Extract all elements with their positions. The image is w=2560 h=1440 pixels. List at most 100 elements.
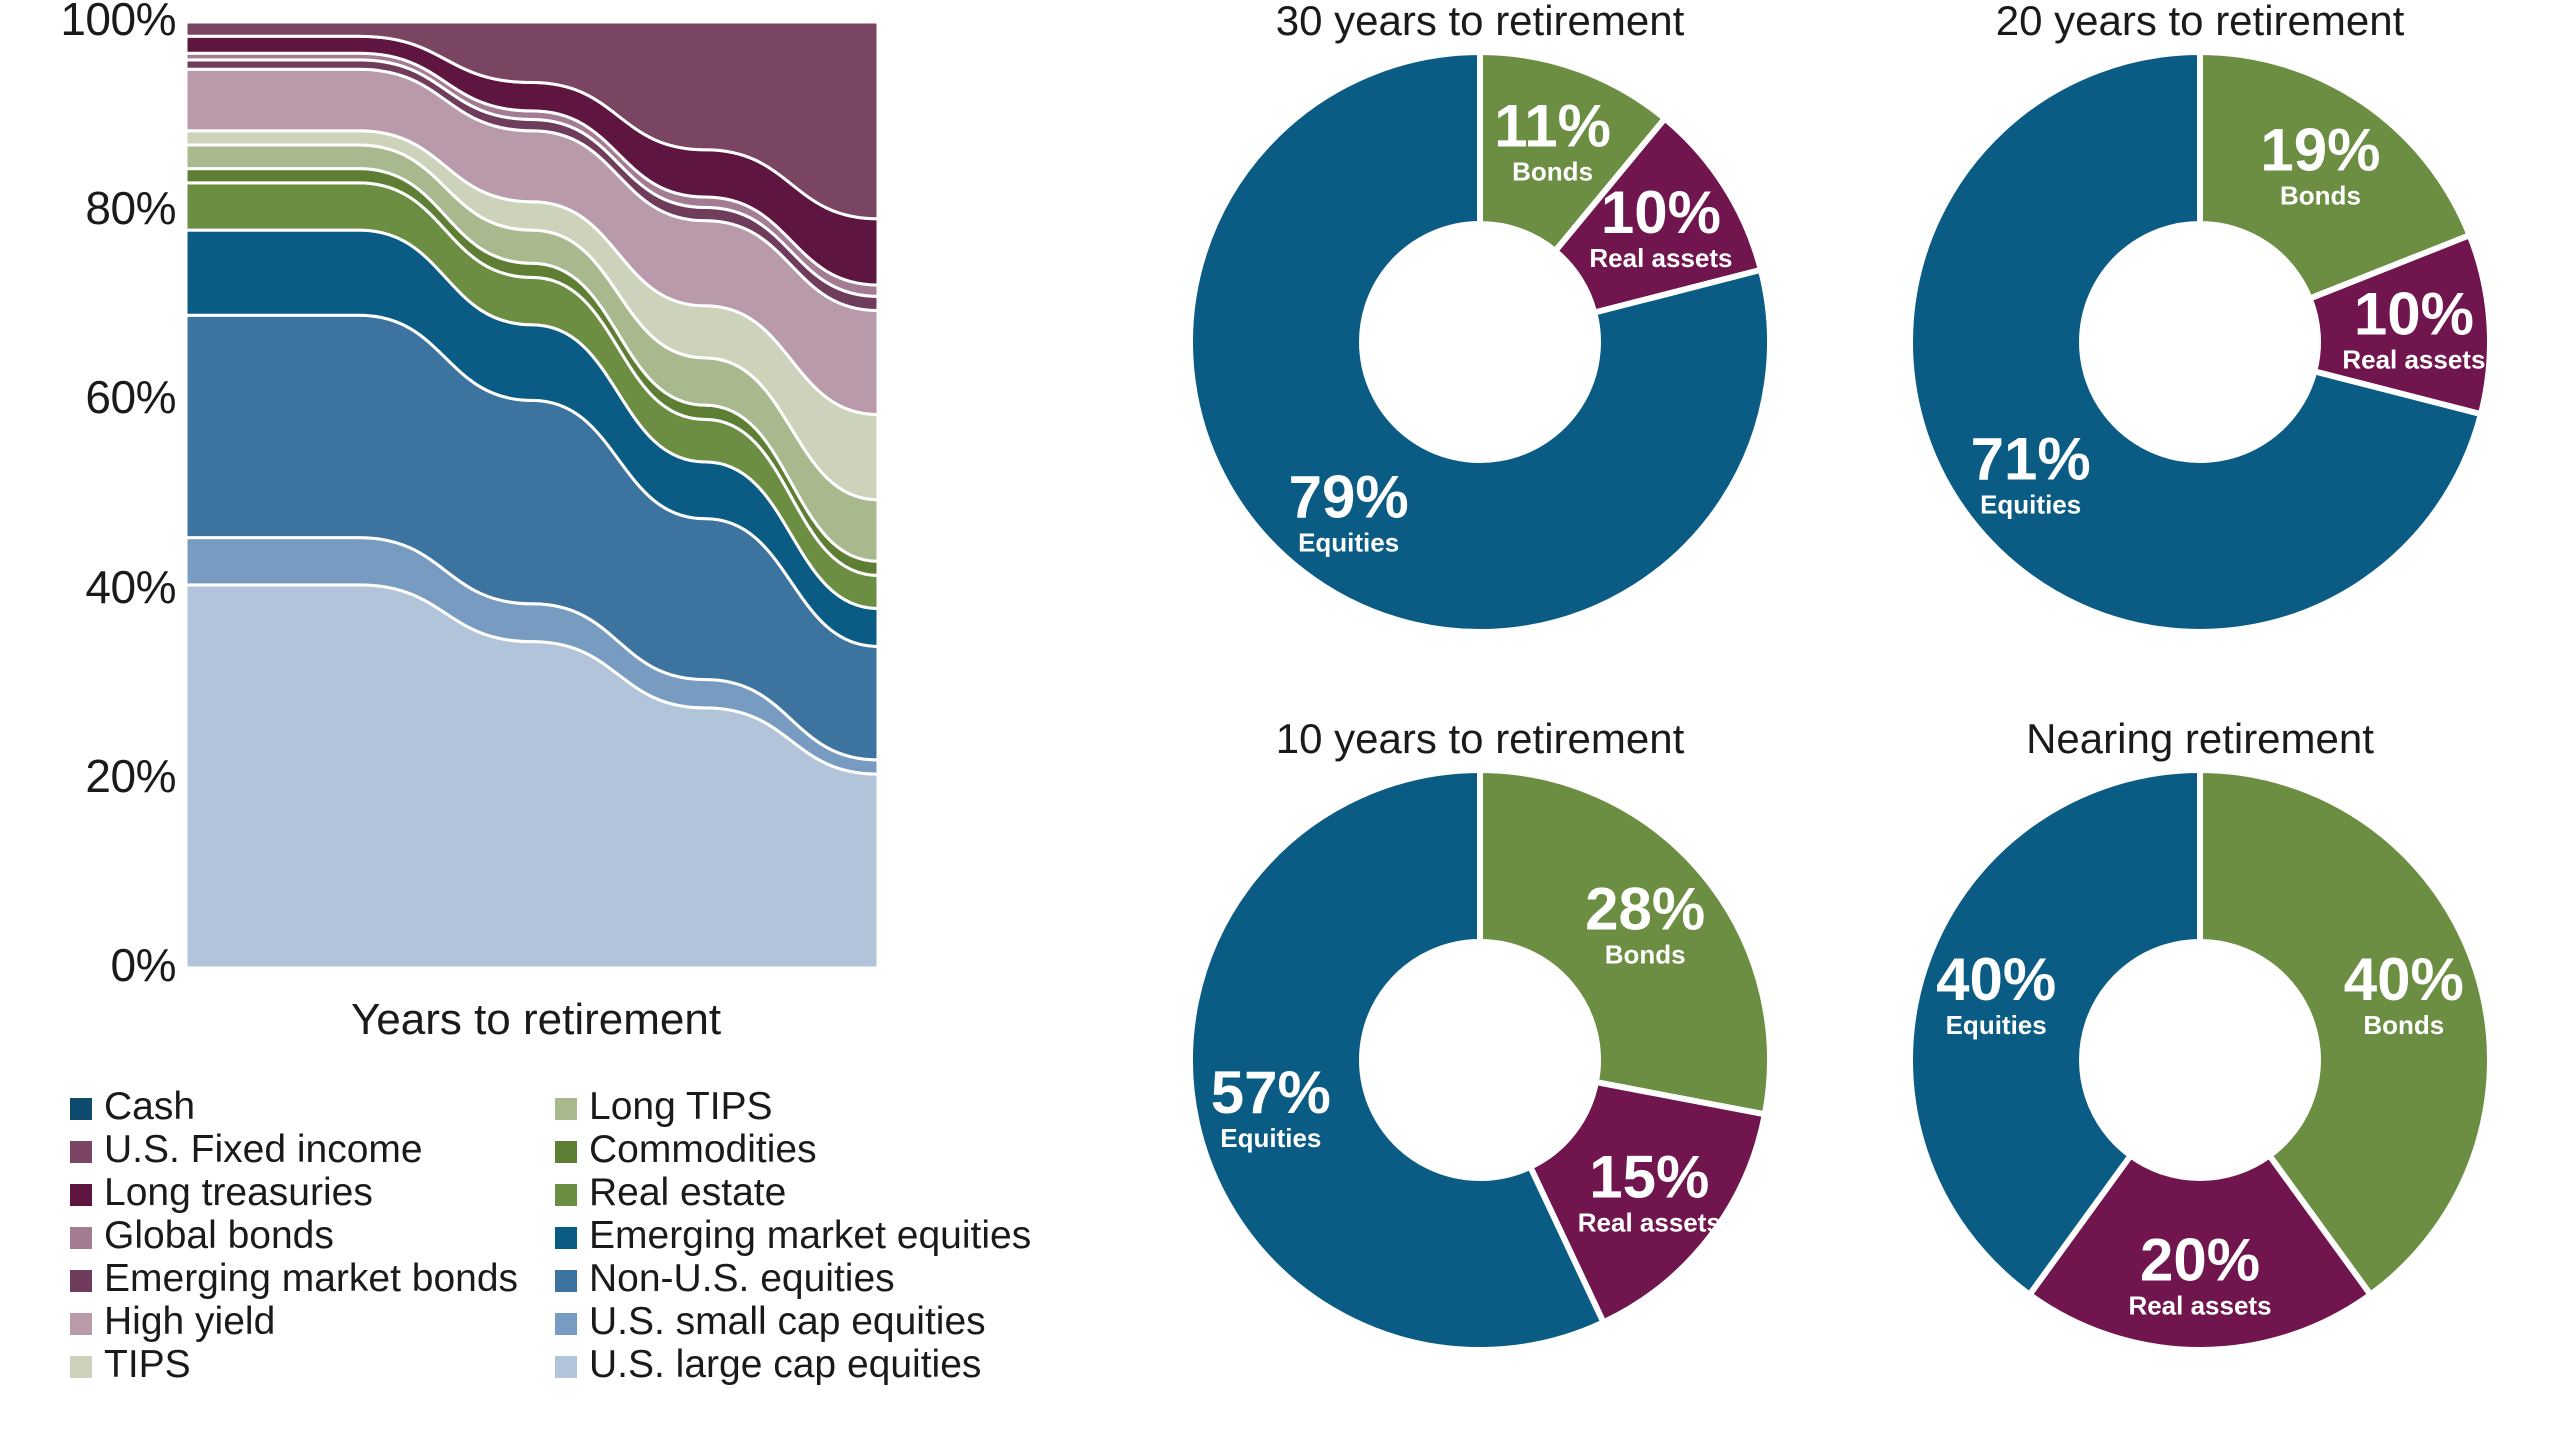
legend-item[interactable]: U.S. Fixed income <box>70 1128 555 1171</box>
donut-slice-label: Bonds <box>2280 181 2361 211</box>
donut-slice-percentage: 57% <box>1211 1059 1331 1126</box>
donut-card-20-years: 20 years to retirement 19% Bonds 10% Real a… <box>1840 0 2560 720</box>
y-axis-tick-label: 80% <box>85 182 176 235</box>
legend-item[interactable]: Emerging market equities <box>555 1214 1075 1257</box>
legend-column-left: Cash U.S. Fixed income Long treasuries Glob… <box>70 1085 555 1386</box>
square-swatch-icon <box>555 1355 577 1378</box>
legend-item-label: High yield <box>104 1300 276 1343</box>
donut-chart: 19%Bonds 10%Real assets 71%Equities <box>1907 48 2493 635</box>
square-swatch-icon <box>555 1097 577 1120</box>
donut-title: 10 years to retirement <box>1275 715 1685 762</box>
donut-slice-label: Equities <box>1980 489 2081 519</box>
donut-card-30-years: 30 years to retirement 11% Bonds 10% Real a… <box>1120 0 1840 720</box>
legend-item[interactable]: Global bonds <box>70 1214 555 1257</box>
donut-slice-percentage: 71% <box>1971 425 2091 492</box>
legend-item[interactable]: Cash <box>70 1085 555 1128</box>
square-swatch-icon <box>70 1269 92 1292</box>
donut-card-10-years: 10 years to retirement 28% Bonds 15% Real a… <box>1120 718 1840 1438</box>
donut-slice-percentage: 10% <box>1601 179 1721 246</box>
donut-title: 30 years to retirement <box>1275 0 1685 44</box>
legend-item-label: Real estate <box>589 1171 787 1214</box>
square-swatch-icon <box>555 1269 577 1292</box>
legend-item-label: TIPS <box>104 1343 191 1386</box>
y-axis-tick-label: 100% <box>60 0 176 45</box>
donut-slice-label: Real assets <box>1589 243 1732 273</box>
donut-slice[interactable] <box>2197 48 2474 303</box>
donut-slice[interactable] <box>1907 48 2485 635</box>
donut-slice-label: Bonds <box>1512 156 1593 186</box>
donut-slice-percentage: 15% <box>1589 1143 1709 1210</box>
legend-item[interactable]: TIPS <box>70 1343 555 1386</box>
stacked-area-chart: 100% 80% 60% 40% 20% 0% <box>0 0 1120 1010</box>
donut-slice[interactable] <box>2197 766 2493 1299</box>
donut-slice-percentage: 28% <box>1585 875 1705 942</box>
donut-slice[interactable] <box>2025 1151 2375 1353</box>
donut-slice-percentage: 19% <box>2260 117 2380 184</box>
y-axis-tick-label: 40% <box>85 560 176 613</box>
legend: Cash U.S. Fixed income Long treasuries Glob… <box>70 1085 1090 1386</box>
donut-slice-label: Bonds <box>1605 939 1686 969</box>
donut-slice-label: Equities <box>1298 527 1399 557</box>
donut-slice-percentage: 40% <box>2344 946 2464 1013</box>
legend-item[interactable]: Non-U.S. equities <box>555 1257 1075 1300</box>
donut-slice-percentage: 40% <box>1936 946 2056 1013</box>
donut-card-nearing-retirement: Nearing retirement 40% Bonds 20% Real asset… <box>1840 718 2560 1438</box>
glide-path-panel: 100% 80% 60% 40% 20% 0% Years to retirement C… <box>0 0 1120 1440</box>
legend-item-label: Global bonds <box>104 1214 334 1257</box>
donut-slice-label: Real assets <box>2342 345 2485 375</box>
donut-slice-percentage: 10% <box>2354 281 2474 348</box>
donut-chart: 11%Bonds 10%Real assets 79%Equities <box>1187 48 1773 635</box>
square-swatch-icon <box>70 1140 92 1163</box>
square-swatch-icon <box>555 1226 577 1249</box>
square-swatch-icon <box>555 1183 577 1206</box>
legend-item-label: U.S. Fixed income <box>104 1128 423 1171</box>
legend-item[interactable]: Emerging market bonds <box>70 1257 555 1300</box>
donut-title: Nearing retirement <box>2026 715 2374 762</box>
legend-item-label: Emerging market bonds <box>104 1257 519 1300</box>
legend-item-label: Long treasuries <box>104 1171 373 1214</box>
legend-item-label: U.S. large cap equities <box>589 1343 982 1386</box>
legend-item[interactable]: Commodities <box>555 1128 1075 1171</box>
square-swatch-icon <box>70 1226 92 1249</box>
donut-slice-label: Equities <box>1220 1123 1321 1153</box>
legend-item[interactable]: Long treasuries <box>70 1171 555 1214</box>
legend-item[interactable]: Long TIPS <box>555 1085 1075 1128</box>
donut-slice[interactable] <box>1477 766 1773 1118</box>
area-band <box>184 20 880 221</box>
donut-chart: 28%Bonds 15%Real assets 57%Equities <box>1187 766 1773 1353</box>
square-swatch-icon <box>70 1312 92 1335</box>
y-axis-tick-label: 0% <box>110 939 177 991</box>
legend-item[interactable]: High yield <box>70 1300 555 1343</box>
legend-item-label: Long TIPS <box>589 1085 773 1128</box>
legend-item[interactable]: U.S. small cap equities <box>555 1300 1075 1343</box>
donut-title: 20 years to retirement <box>1995 0 2405 44</box>
donut-slice-label: Real assets <box>1578 1207 1721 1237</box>
donut-slice[interactable] <box>1187 48 1773 635</box>
donut-slice[interactable] <box>1907 766 2203 1299</box>
donut-slice[interactable] <box>1477 48 1670 256</box>
legend-item-label: Cash <box>104 1085 196 1128</box>
donut-slice-percentage: 79% <box>1289 463 1409 530</box>
y-axis-tick-label: 60% <box>85 371 176 424</box>
legend-item-label: Emerging market equities <box>589 1214 1032 1257</box>
donut-slice[interactable] <box>1187 766 1608 1353</box>
square-swatch-icon <box>555 1312 577 1335</box>
legend-item[interactable]: Real estate <box>555 1171 1075 1214</box>
square-swatch-icon <box>70 1097 92 1120</box>
donut-slice-label: Bonds <box>2363 1010 2444 1040</box>
donut-slice-label: Real assets <box>2128 1290 2271 1320</box>
y-axis: 100% 80% 60% 40% 20% 0% <box>0 0 176 1010</box>
legend-item-label: U.S. small cap equities <box>589 1300 986 1343</box>
legend-item[interactable]: U.S. large cap equities <box>555 1343 1075 1386</box>
square-swatch-icon <box>70 1355 92 1378</box>
donut-slice-percentage: 11% <box>1494 92 1611 159</box>
x-axis-title: Years to retirement <box>350 995 722 1044</box>
donut-slice-label: Equities <box>1946 1010 2047 1040</box>
donut-slice[interactable] <box>1526 1078 1769 1327</box>
y-axis-tick-label: 20% <box>85 749 176 802</box>
donut-slice-percentage: 20% <box>2140 1226 2260 1293</box>
allocation-donut-grid: 30 years to retirement 11% Bonds 10% Real a… <box>1120 0 2560 1440</box>
square-swatch-icon <box>555 1140 577 1163</box>
legend-item-label: Non-U.S. equities <box>589 1257 895 1300</box>
